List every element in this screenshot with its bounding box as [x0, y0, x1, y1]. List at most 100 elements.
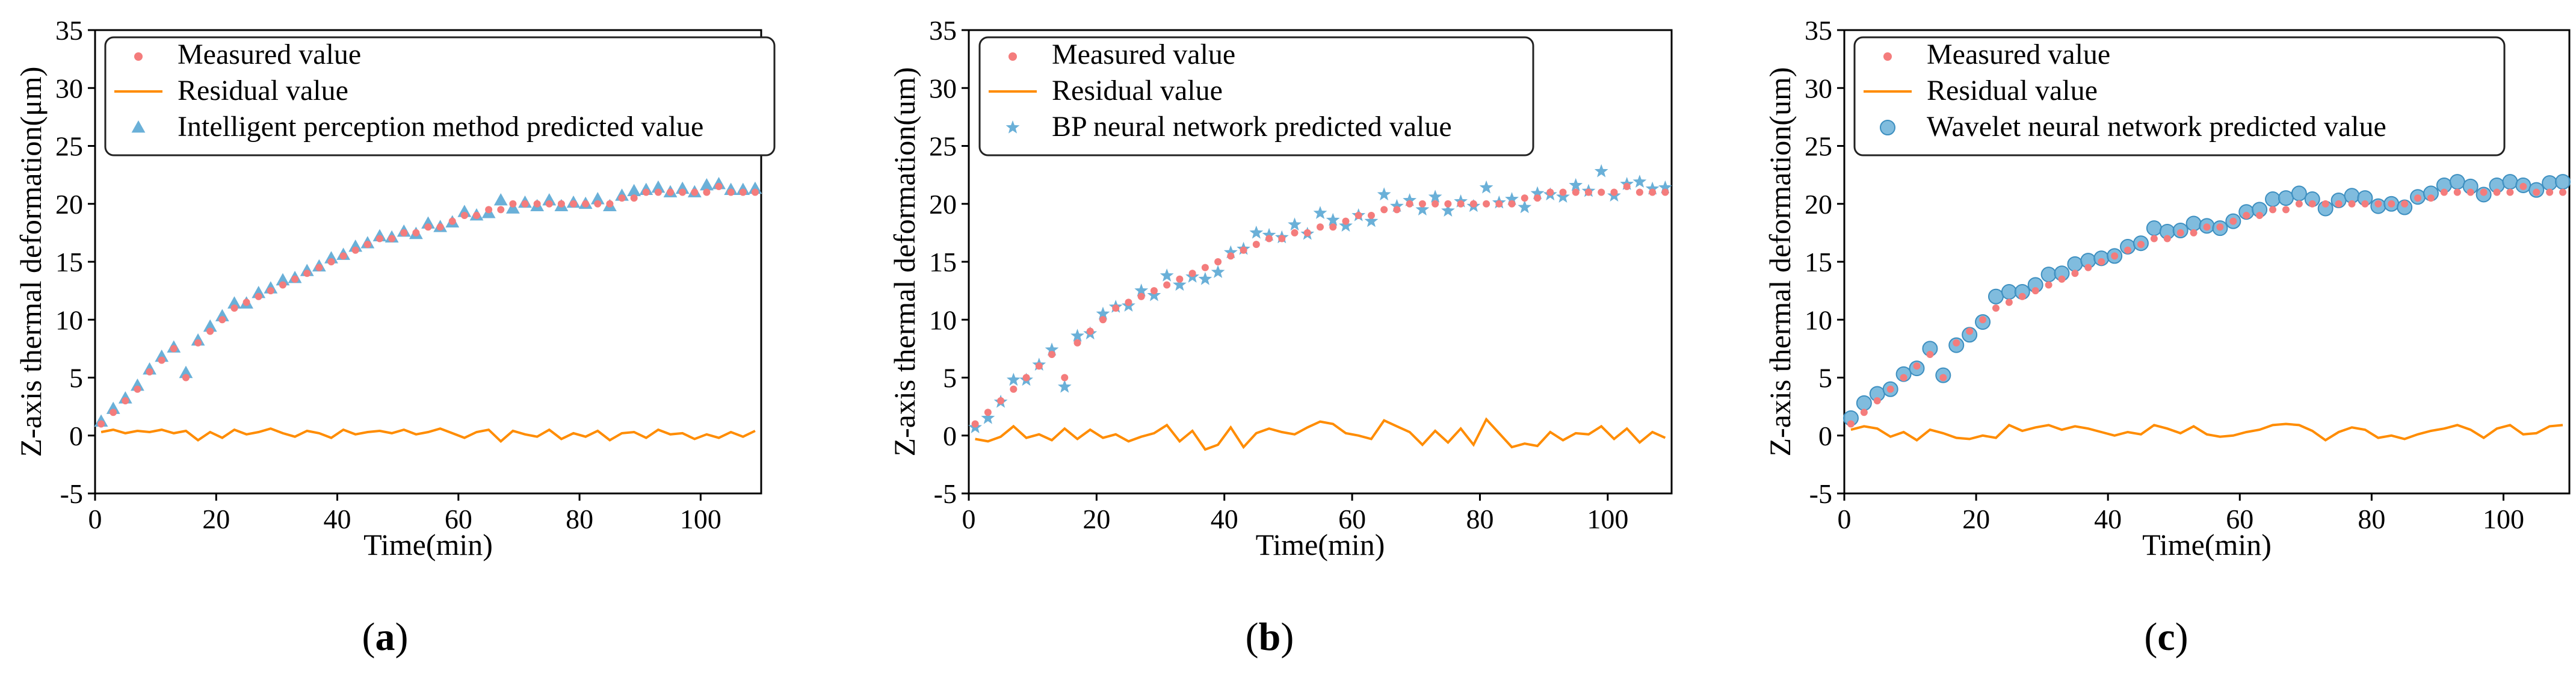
measured-point [351, 246, 359, 254]
measured-point [1559, 188, 1567, 196]
measured-point [1048, 351, 1056, 358]
x-tick-label: 100 [1587, 504, 1628, 534]
measured-point [1188, 270, 1196, 277]
predicted-point [651, 180, 666, 193]
measured-point [533, 200, 541, 208]
predicted-point [1377, 187, 1391, 201]
measured-point [1342, 217, 1350, 225]
y-tick-label: 10 [1805, 304, 1832, 335]
measured-point [1623, 182, 1631, 190]
measured-point [1979, 316, 1987, 324]
y-tick-label: 20 [55, 189, 83, 220]
measured-point [2098, 258, 2105, 265]
predicted-point [324, 251, 338, 264]
measured-point [521, 200, 529, 208]
x-tick-label: 80 [1466, 504, 1493, 534]
measured-point [2190, 229, 2198, 236]
measured-point [1125, 298, 1132, 306]
predicted-point [1134, 283, 1149, 297]
predicted-point [1339, 218, 1353, 232]
measured-point [1112, 304, 1120, 312]
y-tick-label: 30 [1805, 73, 1832, 104]
predicted-point [1569, 178, 1583, 191]
caption-part: ( [362, 615, 375, 659]
x-tick-label: 0 [88, 504, 102, 534]
measured-point [1469, 200, 1477, 208]
measured-point [1303, 229, 1311, 236]
measured-point [2084, 264, 2092, 271]
predicted-point [1632, 175, 1647, 188]
panel-caption: (b) [1246, 615, 1294, 659]
measured-point [363, 241, 371, 249]
measured-point [2308, 200, 2316, 208]
measured-point [339, 252, 347, 260]
legend-measured-marker [1008, 52, 1017, 61]
measured-point [1265, 235, 1273, 243]
legend-predicted-marker [1880, 120, 1895, 135]
y-tick-label: 35 [1805, 15, 1832, 46]
measured-point [594, 200, 602, 208]
measured-point [2229, 217, 2237, 225]
measured-point [218, 316, 226, 324]
predicted-point [1096, 306, 1110, 320]
y-tick-label: 25 [55, 131, 83, 162]
predicted-point [627, 184, 641, 196]
predicted-point [1658, 180, 1672, 194]
measured-point [691, 188, 699, 196]
y-tick-label: 35 [929, 15, 957, 46]
predicted-point [1223, 245, 1238, 259]
predicted-point [1518, 200, 1532, 214]
residual-line [1850, 422, 2563, 442]
measured-point [146, 368, 153, 375]
x-axis-label: Time(min) [2142, 528, 2272, 561]
measured-point [1913, 362, 1921, 370]
predicted-point [2146, 220, 2162, 236]
measured-point [654, 188, 662, 196]
residual-line [100, 427, 756, 443]
measured-point [291, 275, 299, 283]
measured-point [194, 339, 202, 347]
x-tick-label: 20 [1962, 504, 1990, 534]
measured-point [2480, 188, 2488, 196]
x-tick-label: 80 [566, 504, 593, 534]
measured-point [2493, 188, 2501, 196]
measured-point [1406, 200, 1413, 208]
measured-point [1992, 304, 2000, 312]
legend-label: Wavelet neural network predicted value [1927, 111, 2386, 143]
legend-predicted-marker [1005, 120, 1020, 134]
measured-point [2361, 200, 2369, 208]
measured-point [2440, 188, 2448, 196]
predicted-point [1505, 192, 1519, 205]
predicted-point [106, 401, 120, 414]
measured-point [230, 304, 238, 312]
measured-point [158, 356, 165, 364]
measured-point [2005, 298, 2013, 306]
measured-point [1010, 385, 1018, 393]
measured-point [255, 292, 262, 300]
legend-label: Measured value [1927, 39, 2110, 70]
y-tick-label: -5 [60, 478, 83, 509]
measured-point [448, 217, 456, 225]
measured-point [2295, 200, 2303, 208]
predicted-point [1045, 342, 1059, 356]
measured-point [1354, 212, 1362, 219]
measured-point [582, 200, 590, 208]
predicted-point [1262, 227, 1276, 241]
measured-point [1035, 362, 1043, 370]
y-axis-label: Z-axis thermal deformation(μm) [14, 67, 48, 457]
measured-point [424, 223, 432, 231]
measured-point [1086, 327, 1094, 335]
measured-point [1150, 287, 1158, 295]
x-tick-label: 100 [2483, 504, 2524, 534]
predicted-point [2555, 174, 2571, 190]
measured-point [1393, 206, 1401, 214]
y-tick-label: 10 [55, 304, 83, 335]
legend-predicted-marker [131, 120, 146, 133]
measured-point [485, 206, 493, 214]
measured-point [1939, 374, 1947, 382]
predicted-point [276, 273, 290, 286]
measured-point [2335, 200, 2343, 208]
measured-point [1291, 229, 1299, 236]
